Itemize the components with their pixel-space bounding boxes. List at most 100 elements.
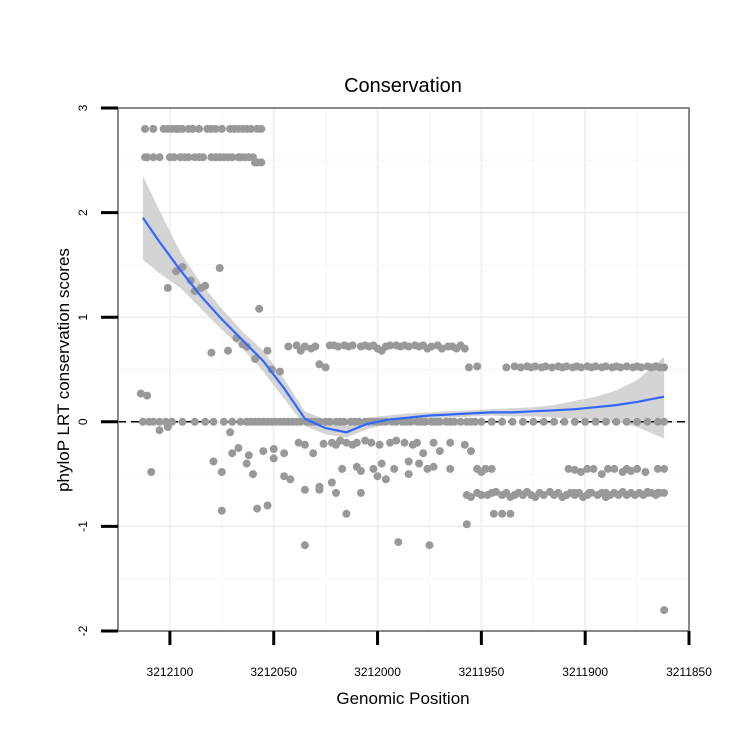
data-point bbox=[190, 417, 199, 426]
data-point bbox=[597, 470, 606, 479]
chart-title: Conservation bbox=[344, 75, 462, 97]
data-point bbox=[286, 475, 295, 484]
data-point bbox=[541, 362, 550, 371]
data-point bbox=[404, 470, 413, 479]
data-point bbox=[660, 363, 669, 372]
data-point bbox=[267, 365, 276, 374]
data-point bbox=[138, 417, 147, 426]
data-point bbox=[276, 367, 284, 376]
data-point bbox=[209, 417, 218, 426]
data-point bbox=[435, 447, 444, 456]
data-point bbox=[460, 344, 469, 353]
data-point bbox=[226, 428, 235, 437]
data-point bbox=[170, 153, 179, 162]
data-point bbox=[498, 417, 507, 426]
data-point bbox=[375, 440, 384, 449]
data-point bbox=[487, 417, 496, 426]
data-point bbox=[477, 491, 486, 499]
data-point bbox=[660, 464, 669, 473]
x-tick-label: 3212100 bbox=[147, 665, 194, 679]
data-point bbox=[242, 459, 251, 468]
data-point bbox=[236, 417, 245, 426]
data-point bbox=[643, 417, 652, 426]
data-point bbox=[300, 342, 309, 351]
data-point bbox=[577, 363, 585, 372]
x-tick-label: 3212000 bbox=[354, 665, 401, 679]
data-point bbox=[581, 417, 590, 426]
data-point bbox=[516, 363, 525, 372]
data-point bbox=[300, 485, 309, 494]
data-point bbox=[284, 342, 293, 351]
plot-frame bbox=[117, 107, 690, 632]
data-point bbox=[315, 485, 324, 494]
data-point bbox=[489, 509, 498, 518]
data-point bbox=[296, 417, 305, 426]
data-point bbox=[481, 464, 490, 473]
data-point bbox=[269, 454, 278, 463]
data-point bbox=[280, 449, 289, 458]
data-point bbox=[386, 341, 394, 350]
data-point bbox=[622, 362, 631, 371]
data-point bbox=[394, 538, 403, 547]
data-point bbox=[147, 468, 156, 476]
data-point bbox=[570, 417, 579, 426]
data-point bbox=[653, 488, 662, 497]
data-point bbox=[473, 362, 482, 371]
y-tick-label: 3 bbox=[76, 104, 90, 111]
data-point bbox=[456, 417, 465, 426]
data-point bbox=[217, 506, 226, 515]
data-point bbox=[508, 417, 517, 426]
data-point bbox=[660, 417, 669, 426]
data-point bbox=[332, 488, 340, 497]
data-point bbox=[450, 417, 459, 426]
data-point bbox=[591, 417, 600, 426]
data-point bbox=[583, 464, 592, 473]
data-point bbox=[514, 488, 523, 497]
data-point bbox=[601, 362, 610, 371]
data-point bbox=[215, 264, 224, 272]
y-axis: -2 -1 0 1 2 3 bbox=[76, 104, 118, 636]
data-point bbox=[321, 363, 330, 372]
data-point bbox=[616, 363, 625, 372]
data-point bbox=[251, 355, 259, 363]
data-point bbox=[392, 436, 401, 445]
data-point bbox=[348, 341, 357, 350]
data-point bbox=[356, 467, 365, 475]
y-tick-label: -1 bbox=[76, 521, 90, 532]
data-point bbox=[143, 153, 152, 162]
data-point bbox=[641, 468, 650, 476]
data-point bbox=[653, 417, 662, 426]
y-tick-label: 0 bbox=[76, 418, 90, 425]
data-point bbox=[195, 124, 203, 133]
data-point bbox=[421, 417, 430, 426]
data-point bbox=[601, 488, 610, 497]
data-point bbox=[201, 281, 210, 290]
data-point bbox=[255, 304, 264, 313]
data-point bbox=[184, 153, 193, 162]
data-point bbox=[217, 124, 226, 133]
data-point bbox=[660, 606, 669, 615]
data-point bbox=[325, 417, 334, 426]
x-tick-label: 3211850 bbox=[666, 665, 712, 679]
data-point bbox=[377, 459, 386, 468]
data-point bbox=[589, 464, 598, 473]
data-point bbox=[300, 541, 309, 550]
data-point bbox=[244, 451, 253, 460]
data-point bbox=[400, 438, 409, 447]
data-point bbox=[591, 362, 600, 371]
data-point bbox=[155, 153, 164, 162]
data-point bbox=[149, 417, 158, 426]
y-tick-label: 1 bbox=[76, 314, 90, 321]
data-point bbox=[570, 488, 579, 497]
data-point bbox=[149, 153, 158, 162]
data-point bbox=[257, 124, 266, 133]
data-point bbox=[251, 158, 259, 167]
data-point bbox=[601, 417, 610, 426]
data-point bbox=[361, 436, 370, 445]
data-point bbox=[199, 153, 208, 162]
data-point bbox=[413, 438, 421, 447]
data-point bbox=[188, 124, 197, 133]
data-point bbox=[143, 391, 152, 400]
data-point bbox=[334, 342, 343, 351]
